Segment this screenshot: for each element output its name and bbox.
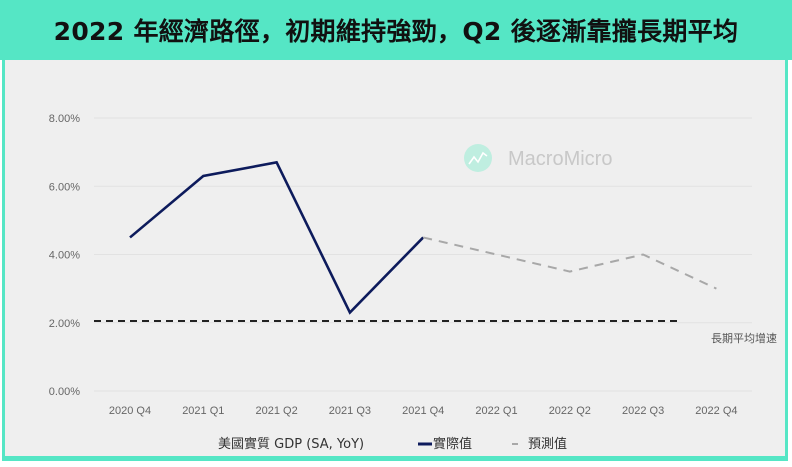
chart-title: 2022 年經濟路徑，初期維持強勁，Q2 後逐漸靠攏長期平均 [53, 17, 739, 46]
x-tick-label: 2022 Q1 [475, 405, 517, 417]
x-tick-label: 2021 Q2 [255, 405, 297, 417]
y-tick-label: 0.00% [49, 386, 80, 398]
watermark-text: MacroMicro [508, 148, 612, 170]
x-tick-label: 2021 Q1 [182, 405, 224, 417]
y-tick-label: 2.00% [49, 318, 80, 330]
actual-series-line [129, 160, 425, 315]
x-tick-label: 2021 Q3 [329, 405, 371, 417]
legend: 美國實質 GDP (SA, YoY) 實際值 預測值 [218, 436, 567, 452]
average-annotation: 長期平均增速 [711, 331, 777, 345]
x-tick-label: 2021 Q4 [402, 405, 444, 417]
forecast-series-line [422, 236, 717, 290]
series-lines [94, 160, 717, 323]
watermark: MacroMicro [464, 144, 612, 172]
y-tick-label: 4.00% [49, 250, 80, 262]
legend-actual-label: 實際值 [433, 436, 472, 452]
x-tick-label: 2022 Q3 [622, 405, 664, 417]
gridlines [94, 117, 752, 392]
title-bar: 2022 年經濟路徑，初期維持強勁，Q2 後逐漸靠攏長期平均 [0, 0, 792, 60]
x-tick-label: 2022 Q4 [695, 405, 737, 417]
x-tick-label: 2020 Q4 [109, 405, 151, 417]
x-tick-label: 2022 Q2 [549, 405, 591, 417]
x-axis: 2020 Q4 2021 Q1 2021 Q2 2021 Q3 2021 Q4 2022 … [109, 405, 738, 417]
macromicro-logo-icon [464, 144, 492, 172]
y-axis: 0.00% 2.00% 4.00% 6.00% 8.00% [49, 113, 80, 398]
legend-series-label: 美國實質 GDP (SA, YoY) [218, 436, 364, 452]
legend-forecast-label: 預測值 [528, 436, 567, 452]
y-tick-label: 6.00% [49, 181, 80, 193]
y-tick-label: 8.00% [49, 113, 80, 125]
